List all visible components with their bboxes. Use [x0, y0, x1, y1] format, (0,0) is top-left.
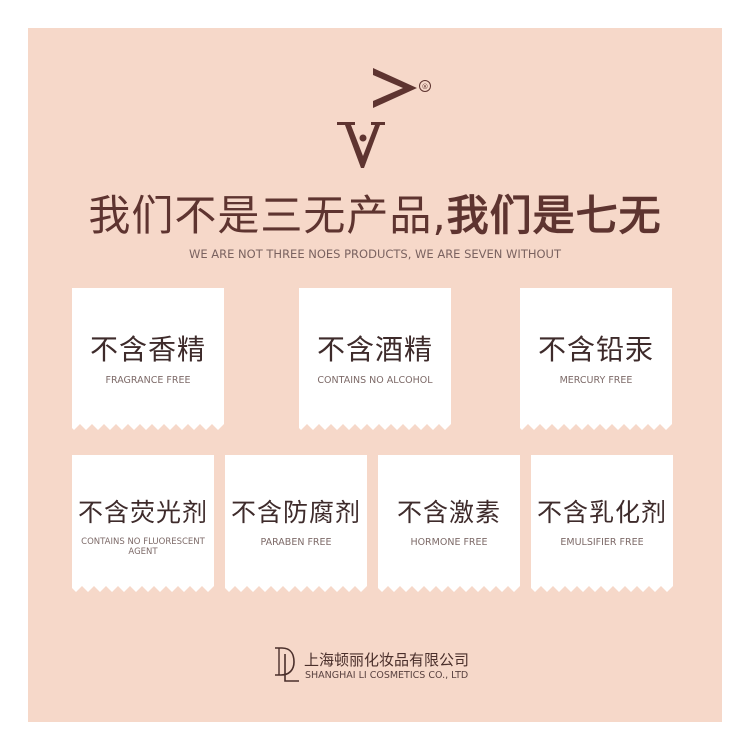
card-title: 不含激素 [396, 498, 501, 527]
company-logo-dl [275, 647, 299, 682]
card-title: 不含香精 [89, 333, 206, 366]
zigzag-edge [531, 580, 673, 592]
card-emulsifier-free: 不含乳化剂 EMULSIFIER FREE [531, 455, 673, 592]
card-subtitle: MERCURY FREE [559, 375, 633, 386]
card-subtitle: HORMONE FREE [410, 537, 488, 548]
zigzag-edge [225, 580, 367, 592]
headline-part1: 我们不是三无产品, [88, 191, 447, 240]
subline: WE ARE NOT THREE NOES PRODUCTS, WE ARE S… [188, 247, 561, 261]
zigzag-edge [520, 418, 672, 430]
card-title: 不含酒精 [316, 333, 433, 366]
card-subtitle: CONTAINS NO ALCOHOL [317, 375, 433, 386]
company-name-en: SHANGHAI LI COSMETICS CO., LTD [305, 670, 469, 681]
card-subtitle: FRAGRANCE FREE [105, 375, 191, 386]
zigzag-edge [378, 580, 520, 592]
brand-logo: ® [337, 68, 431, 168]
card-subtitle: PARABEN FREE [260, 537, 332, 548]
card-title: 不含荧光剂 [77, 498, 208, 527]
card-subtitle: CONTAINS NO FLUORESCENT AGENT [81, 537, 205, 557]
card-hormone-free: 不含激素 HORMONE FREE [378, 455, 520, 592]
card-paraben-free: 不含防腐剂 PARABEN FREE [225, 455, 367, 592]
card-title: 不含乳化剂 [536, 498, 667, 527]
card-subtitle: EMULSIFIER FREE [560, 537, 644, 548]
zigzag-edge [72, 580, 214, 592]
company-footer: 上海顿丽化妆品有限公司 SHANGHAI LI COSMETICS CO., L… [272, 646, 492, 686]
card-alcohol-free: 不含酒精 CONTAINS NO ALCOHOL [299, 288, 451, 430]
registered-mark: ® [422, 83, 429, 91]
company-name-cn: 上海顿丽化妆品有限公司 [304, 651, 470, 669]
card-mercury-free: 不含铅汞 MERCURY FREE [520, 288, 672, 430]
zigzag-edge [72, 418, 224, 430]
card-title: 不含铅汞 [537, 333, 654, 366]
zigzag-edge [299, 418, 451, 430]
card-fluorescent-free: 不含荧光剂 CONTAINS NO FLUORESCENT AGENT [72, 455, 214, 592]
card-title: 不含防腐剂 [230, 498, 361, 527]
card-fragrance-free: 不含香精 FRAGRANCE FREE [72, 288, 224, 430]
headline-part2: 我们是七无 [446, 191, 662, 240]
headline: 我们不是三无产品,我们是七无 [0, 190, 750, 242]
